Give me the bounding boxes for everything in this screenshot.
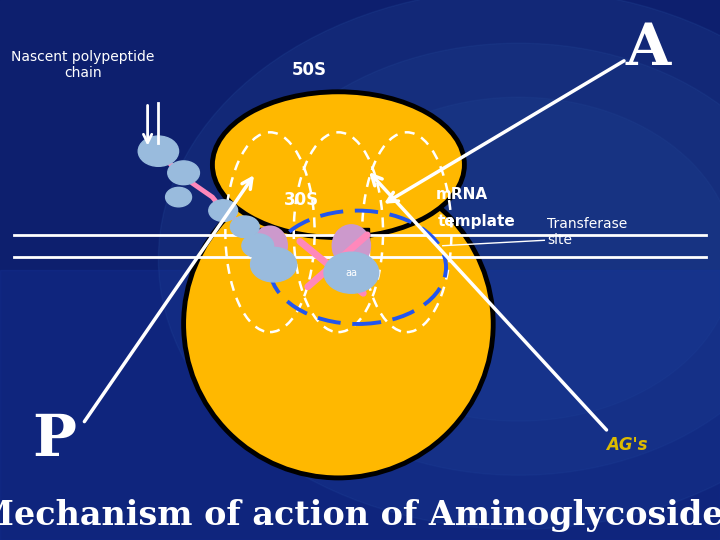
Bar [251, 228, 268, 241]
Circle shape [230, 43, 720, 475]
Text: 50S: 50S [292, 61, 327, 79]
Text: mRNA: mRNA [436, 187, 487, 202]
Bar [351, 228, 369, 241]
Text: Nascent polypeptide
chain: Nascent polypeptide chain [11, 50, 155, 80]
Bar [0, 270, 720, 540]
Circle shape [324, 252, 379, 293]
Text: 30S: 30S [284, 191, 318, 209]
Circle shape [302, 97, 720, 421]
Text: A: A [626, 21, 670, 77]
Text: Transferase
site: Transferase site [547, 217, 627, 247]
Circle shape [158, 0, 720, 529]
Text: aa: aa [346, 268, 357, 278]
Bar [251, 250, 268, 263]
Circle shape [168, 161, 199, 185]
Ellipse shape [212, 92, 464, 238]
Ellipse shape [184, 170, 493, 478]
Text: template: template [438, 214, 516, 229]
Circle shape [209, 200, 238, 221]
Circle shape [166, 187, 192, 207]
Circle shape [230, 216, 259, 238]
Circle shape [251, 247, 297, 282]
Ellipse shape [252, 226, 288, 266]
Text: P: P [32, 412, 76, 468]
Bar [351, 250, 369, 263]
Text: AG's: AG's [606, 436, 647, 455]
Text: Mechanism of action of Aminoglycosides: Mechanism of action of Aminoglycosides [0, 499, 720, 532]
Circle shape [138, 136, 179, 166]
Circle shape [242, 234, 274, 258]
Ellipse shape [331, 224, 372, 267]
